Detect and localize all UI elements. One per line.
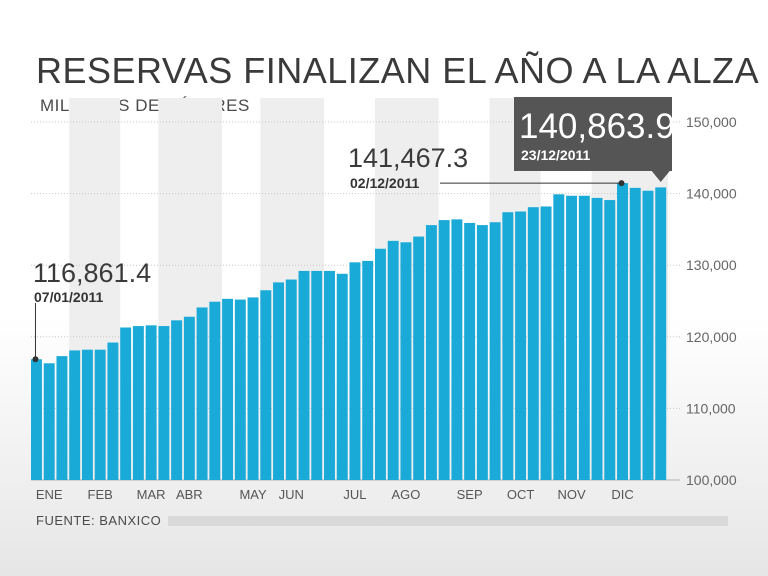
- bar: [553, 194, 565, 481]
- bar: [324, 270, 335, 480]
- bar: [349, 262, 361, 480]
- bar: [642, 190, 654, 480]
- chart-title: RESERVAS FINALIZAN EL AÑO A LA ALZA: [36, 50, 760, 91]
- callout-pointer: [651, 171, 670, 182]
- source-rule: [168, 516, 728, 526]
- annotation-date: 07/01/2011: [34, 289, 104, 305]
- bar: [81, 349, 93, 480]
- bar: [311, 270, 323, 480]
- bar: [566, 195, 578, 481]
- x-tick-label: DIC: [611, 487, 633, 502]
- bar: [451, 219, 463, 480]
- bar: [655, 187, 667, 480]
- x-tick-label: JUL: [343, 487, 366, 502]
- bar: [158, 326, 170, 480]
- y-tick-label: 110,000: [686, 400, 736, 416]
- bar: [617, 183, 628, 481]
- bar: [69, 350, 81, 480]
- bar: [107, 342, 119, 480]
- bar: [489, 222, 501, 481]
- y-tick-label: 150,000: [686, 114, 737, 130]
- bar: [120, 327, 132, 480]
- x-tick-label: FEB: [88, 487, 113, 502]
- bar: [132, 326, 144, 480]
- bar: [578, 195, 590, 481]
- bar: [247, 297, 259, 480]
- bar: [387, 240, 399, 480]
- bar: [94, 349, 106, 480]
- source-label: FUENTE: BANXICO: [36, 513, 162, 528]
- annotation-value: 141,467.3: [348, 143, 468, 173]
- callout-value: 140,863.9: [519, 107, 675, 146]
- bar: [400, 242, 412, 480]
- bar: [336, 273, 348, 480]
- callout-date: 23/12/2011: [521, 147, 591, 163]
- y-tick-label: 120,000: [686, 329, 737, 345]
- bar: [196, 307, 208, 480]
- bar: [171, 320, 183, 480]
- bar: [298, 270, 310, 480]
- bar: [413, 236, 425, 480]
- bar: [31, 359, 42, 480]
- bar: [502, 212, 514, 480]
- x-tick-label: MAR: [137, 487, 166, 502]
- bar: [540, 206, 552, 480]
- bar: [56, 356, 68, 480]
- annotation-value: 116,861.4: [33, 258, 151, 288]
- bar: [464, 222, 476, 480]
- x-tick-label: OCT: [507, 487, 535, 502]
- bar: [209, 301, 221, 480]
- callout-box: [514, 97, 672, 171]
- annotation-date: 02/12/2011: [350, 175, 420, 191]
- x-tick-label: MAY: [239, 487, 267, 502]
- x-tick-label: ABR: [176, 487, 203, 502]
- y-tick-label: 140,000: [686, 186, 737, 202]
- y-tick-label: 100,000: [686, 472, 737, 488]
- annotation-point: [618, 180, 625, 187]
- x-tick-label: JUN: [279, 487, 304, 502]
- bar: [183, 316, 195, 480]
- x-tick-label: NOV: [557, 487, 586, 502]
- bar: [591, 197, 603, 480]
- bar: [234, 299, 246, 480]
- bar: [222, 298, 234, 480]
- y-tick-label: 130,000: [686, 257, 737, 273]
- bar: [374, 248, 386, 480]
- bar: [476, 225, 488, 480]
- bar: [260, 290, 272, 480]
- bar: [43, 363, 55, 480]
- bar: [515, 211, 527, 480]
- bar: [425, 225, 437, 480]
- x-tick-label: AGO: [391, 487, 420, 502]
- annotation-point: [32, 356, 39, 363]
- bar: [527, 207, 539, 481]
- bar: [285, 279, 297, 480]
- bar: [604, 200, 616, 480]
- x-tick-label: ENE: [36, 487, 63, 502]
- x-tick-label: SEP: [457, 487, 483, 502]
- bar: [362, 260, 374, 480]
- bar: [145, 325, 157, 480]
- bar: [629, 187, 641, 480]
- bar: [273, 282, 284, 480]
- bar: [438, 220, 450, 481]
